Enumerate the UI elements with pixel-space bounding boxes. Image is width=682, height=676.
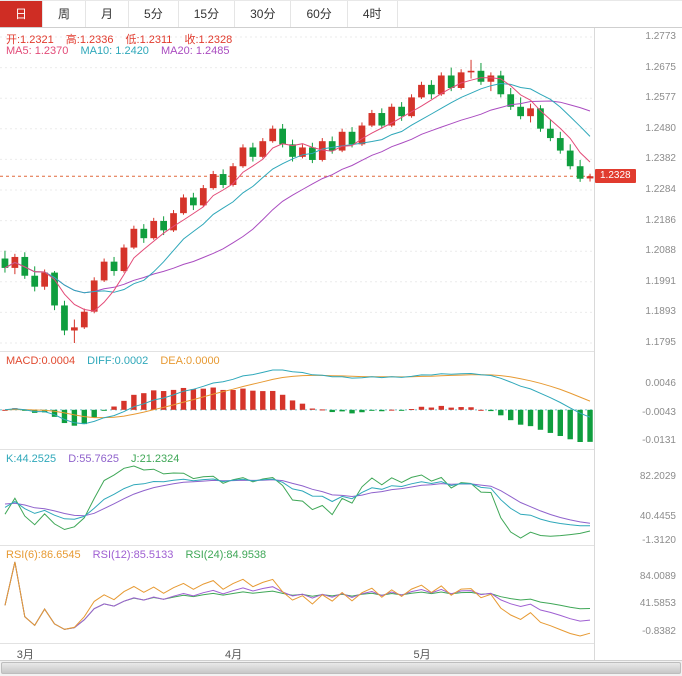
ma20-label: MA20: 1.2485 [161, 45, 230, 57]
y-axis-label: 1.2284 [645, 184, 676, 195]
ma10-label: MA10: 1.2420 [80, 45, 149, 57]
rsi-chart [4, 561, 591, 637]
rsi-header: RSI(6):86.6545 RSI(12):85.5133 RSI(24):8… [6, 549, 275, 561]
tab-60min[interactable]: 60分 [291, 1, 348, 27]
macd-chart [0, 369, 594, 442]
chart-area: 开:1.2321 高:1.2336 低:1.2311 收:1.2328 MA5:… [0, 28, 682, 661]
macd-value: MACD:0.0004 [6, 355, 76, 367]
y-axis-label: 1.2382 [645, 153, 676, 165]
y-axis-label: 82.2029 [639, 470, 676, 482]
price-axis: 1.2328 1.2773 1.2675 1.2577 1.2480 1.2382 1.2… [595, 28, 682, 660]
x-axis-month-label: 5月 [413, 649, 431, 661]
tab-day[interactable]: 日 [0, 1, 44, 27]
d-value: D:55.7625 [68, 453, 119, 465]
y-axis-label: -0.8382 [642, 626, 676, 638]
close-value: 收:1.2328 [184, 34, 233, 46]
y-axis-label: 40.4455 [639, 511, 676, 523]
kdj-chart [4, 465, 591, 539]
last-price-badge: 1.2328 [595, 169, 636, 184]
rsi-panel[interactable]: RSI(6):86.6545 RSI(12):85.5133 RSI(24):8… [0, 546, 594, 644]
j-value: J:21.2324 [131, 453, 180, 465]
diff-value: DIFF:0.0002 [87, 355, 149, 367]
x-axis: 3月 4月 5月 [0, 644, 594, 661]
x-axis-month-label: 3月 [16, 649, 34, 661]
kdj-header: K:44.2525 D:55.7625 J:21.2324 [6, 453, 188, 465]
ma-header: MA5: 1.2370 MA10: 1.2420 MA20: 1.2485 [6, 45, 239, 57]
dea-value: DEA:0.0000 [160, 355, 220, 367]
y-axis-label: 1.2088 [645, 245, 676, 257]
tab-month[interactable]: 月 [86, 1, 130, 27]
y-axis-label: 1.2773 [645, 31, 676, 42]
rsi24-value: RSI(24):84.9538 [185, 549, 267, 561]
y-axis-label: -0.0043 [642, 406, 676, 418]
y-axis-label: 0.0046 [645, 378, 676, 390]
ma5-label: MA5: 1.2370 [6, 45, 69, 57]
candlestick-chart [0, 36, 594, 344]
k-value: K:44.2525 [6, 453, 57, 465]
timeframe-toolbar: 日周月 5分 15分 30分 60分 4时 [0, 0, 682, 28]
chart-panels: 开:1.2321 高:1.2336 低:1.2311 收:1.2328 MA5:… [0, 28, 595, 661]
macd-panel[interactable]: MACD:0.0004 DIFF:0.0002 DEA:0.0000 [0, 352, 594, 450]
candlestick-panel[interactable]: 开:1.2321 高:1.2336 低:1.2311 收:1.2328 MA5:… [0, 28, 594, 352]
y-axis-label: 41.5853 [639, 597, 676, 609]
rsi6-value: RSI(6):86.6545 [6, 549, 81, 561]
y-axis-label: 1.2480 [645, 122, 676, 134]
y-axis-label: 1.1893 [645, 306, 676, 318]
y-axis-label: 84.0089 [639, 571, 676, 583]
tab-15min[interactable]: 15分 [179, 1, 236, 27]
rsi12-value: RSI(12):85.5133 [92, 549, 174, 561]
scrollbar-thumb[interactable] [1, 662, 681, 674]
tab-5min[interactable]: 5分 [129, 1, 179, 27]
y-axis-label: 1.2186 [645, 214, 676, 226]
macd-header: MACD:0.0004 DIFF:0.0002 DEA:0.0000 [6, 355, 229, 367]
tab-4hour[interactable]: 4时 [348, 1, 398, 27]
x-axis-month-label: 4月 [225, 649, 243, 661]
y-axis-label: 1.1991 [645, 275, 676, 287]
ohlc-header: 开:1.2321 高:1.2336 低:1.2311 收:1.2328 [6, 31, 241, 47]
tab-30min[interactable]: 30分 [235, 1, 292, 27]
y-axis-label: -0.0131 [642, 435, 676, 447]
y-axis-label: 1.2675 [645, 61, 676, 73]
high-value: 高:1.2336 [65, 34, 114, 46]
tab-week[interactable]: 周 [43, 1, 87, 27]
kdj-panel[interactable]: K:44.2525 D:55.7625 J:21.2324 [0, 450, 594, 546]
y-axis-label: -1.3120 [642, 535, 676, 547]
low-value: 低:1.2311 [125, 34, 173, 46]
y-axis-label: 1.1795 [645, 337, 676, 348]
open-value: 开:1.2321 [6, 34, 54, 46]
horizontal-scrollbar[interactable] [0, 660, 682, 676]
y-axis-label: 1.2577 [645, 92, 676, 104]
